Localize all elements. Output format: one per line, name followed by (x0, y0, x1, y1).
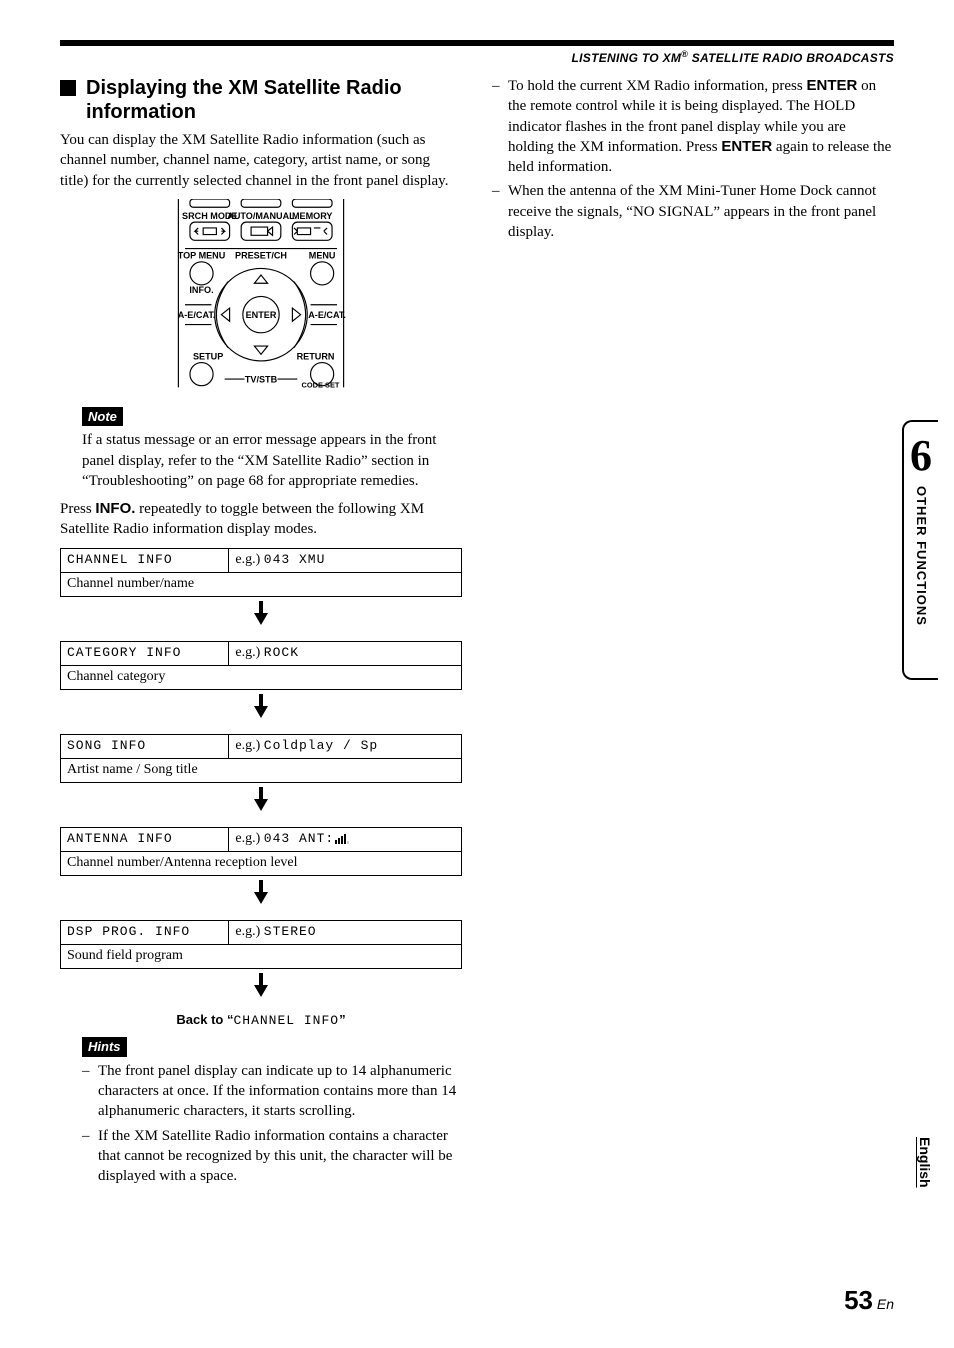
info-label: INFO. (189, 285, 213, 295)
mode-description: Channel number/Antenna reception level (61, 851, 462, 875)
hint-item: If the XM Satellite Radio information co… (82, 1126, 462, 1187)
info-mode-table: ANTENNA INFO e.g.) 043 ANT:Channel number… (60, 827, 462, 876)
auto-manual-label: AUTO/MANUAL (227, 211, 295, 221)
memory-label: MEMORY (292, 211, 333, 221)
mode-label: ANTENNA INFO (67, 831, 173, 846)
top-menu-label: TOP MENU (178, 250, 226, 260)
info-modes-flow: CHANNEL INFOe.g.) 043 XMUChannel number/… (60, 548, 462, 1007)
top-black-bar (60, 40, 894, 46)
mode-example: e.g.) STEREO (229, 920, 462, 944)
hints-label: Hints (82, 1037, 127, 1057)
aecat-right-label: A-E/CAT. (308, 310, 346, 320)
mode-label: CATEGORY INFO (67, 645, 181, 660)
hints-list: The front panel display can indicate up … (82, 1061, 462, 1187)
enter-label: ENTER (246, 310, 277, 320)
remote-illustration: SRCH MODE AUTO/MANUAL MEMORY TOP MENU PR… (60, 199, 462, 389)
mode-description: Artist name / Song title (61, 758, 462, 782)
chapter-label: OTHER FUNCTIONS (912, 486, 930, 626)
info-mode-table: DSP PROG. INFO e.g.) STEREOSound field pr… (60, 920, 462, 969)
flow-arrow-icon (60, 783, 462, 821)
mode-description: Channel number/name (61, 572, 462, 596)
bullet-square-icon (60, 80, 76, 96)
press-bold: INFO. (95, 500, 135, 517)
section-title: Displaying the XM Satellite Radio inform… (86, 76, 462, 124)
header-prefix: LISTENING TO XM (572, 51, 682, 65)
page-number-value: 53 (844, 1285, 873, 1315)
header-suffix: SATELLITE RADIO BROADCASTS (688, 51, 894, 65)
running-header: LISTENING TO XM® SATELLITE RADIO BROADCA… (60, 48, 894, 66)
info-mode-table: CHANNEL INFO e.g.) 043 XMUChannel number/… (60, 548, 462, 597)
hint-item: The front panel display can indicate up … (82, 1061, 462, 1122)
flow-arrow-icon (60, 597, 462, 635)
antenna-bars-icon (335, 834, 349, 844)
mode-example: e.g.) 043 XMU (229, 548, 462, 572)
right-column: To hold the current XM Radio information… (492, 76, 894, 1190)
mode-label: SONG INFO (67, 738, 146, 753)
page-number-suffix: En (873, 1296, 894, 1312)
flow-arrow-icon (60, 690, 462, 728)
menu-label: MENU (309, 250, 336, 260)
back-to-value: CHANNEL INFO (233, 1013, 339, 1028)
press-info-instruction: Press INFO. repeatedly to toggle between… (60, 499, 462, 540)
page-number: 53 En (844, 1283, 894, 1318)
flow-arrow-icon (60, 969, 462, 1007)
flow-arrow-icon (60, 876, 462, 914)
right-note-item: When the antenna of the XM Mini-Tuner Ho… (492, 181, 894, 242)
info-mode-table: SONG INFO e.g.) Coldplay / SpArtist name … (60, 734, 462, 783)
mode-description: Sound field program (61, 944, 462, 968)
preset-label: PRESET/CH (235, 250, 287, 260)
mode-example: e.g.) ROCK (229, 641, 462, 665)
return-label: RETURN (297, 351, 335, 361)
right-notes-list: To hold the current XM Radio information… (492, 76, 894, 242)
press-prefix: Press (60, 501, 95, 517)
chapter-number: 6 (910, 434, 932, 478)
back-to-text: Back to “CHANNEL INFO” (60, 1011, 462, 1030)
setup-label: SETUP (193, 351, 223, 361)
mode-label: CHANNEL INFO (67, 552, 173, 567)
mode-example: e.g.) Coldplay / Sp (229, 734, 462, 758)
left-column: Displaying the XM Satellite Radio inform… (60, 76, 462, 1190)
mode-example: e.g.) 043 ANT: (229, 827, 462, 851)
language-tab: English (915, 1137, 934, 1188)
tvstb-label: TV/STB (245, 374, 278, 384)
mode-description: Channel category (61, 665, 462, 689)
codeset-label: CODE SET (302, 380, 340, 389)
mode-label: DSP PROG. INFO (67, 924, 190, 939)
back-to-prefix: Back to “ (176, 1012, 233, 1027)
intro-text: You can display the XM Satellite Radio i… (60, 130, 462, 191)
note-label: Note (82, 407, 123, 427)
chapter-tab: 6 OTHER FUNCTIONS (902, 420, 938, 680)
back-to-suffix: ” (339, 1012, 346, 1027)
note-text: If a status message or an error message … (82, 430, 462, 491)
info-mode-table: CATEGORY INFO e.g.) ROCKChannel category (60, 641, 462, 690)
aecat-left-label: A-E/CAT. (178, 310, 216, 320)
right-note-item: To hold the current XM Radio information… (492, 76, 894, 177)
